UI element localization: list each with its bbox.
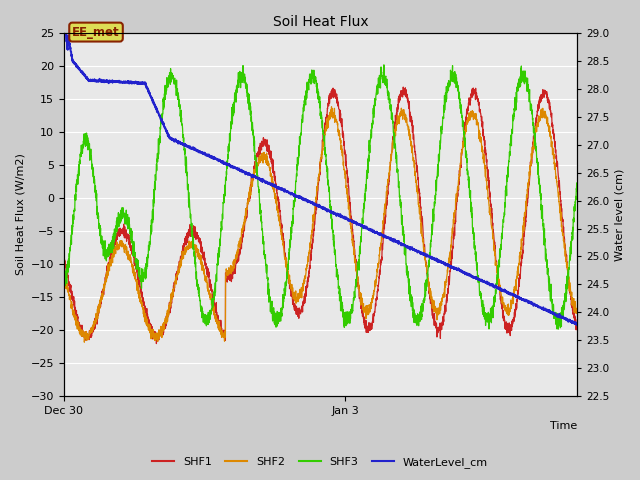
SHF2	[508, 298, 516, 303]
SHF2	[118, 241, 126, 247]
Line: SHF2: SHF2	[64, 107, 577, 342]
SHF1	[257, 141, 265, 147]
SHF1	[573, 323, 581, 328]
SHF2	[328, 104, 335, 109]
Line: SHF1: SHF1	[64, 87, 577, 344]
SHF3	[380, 62, 388, 68]
SHF3	[118, 216, 126, 221]
WaterLevel_cm	[257, 178, 265, 184]
WaterLevel_cm	[573, 322, 580, 328]
SHF1	[399, 84, 407, 90]
SHF1	[152, 341, 160, 347]
Line: WaterLevel_cm: WaterLevel_cm	[64, 30, 577, 325]
Y-axis label: Soil Heat Flux (W/m2): Soil Heat Flux (W/m2)	[15, 154, 25, 276]
WaterLevel_cm	[563, 317, 571, 323]
SHF3	[564, 278, 572, 284]
WaterLevel_cm	[279, 187, 287, 193]
SHF1	[60, 259, 68, 264]
WaterLevel_cm	[118, 80, 126, 85]
Legend: SHF1, SHF2, SHF3, WaterLevel_cm: SHF1, SHF2, SHF3, WaterLevel_cm	[147, 452, 493, 472]
SHF3	[554, 326, 562, 332]
SHF2	[573, 311, 581, 316]
SHF1	[508, 318, 516, 324]
WaterLevel_cm	[60, 38, 68, 44]
SHF2	[81, 339, 88, 345]
X-axis label: Time: Time	[550, 421, 577, 432]
SHF3	[508, 126, 516, 132]
SHF3	[573, 184, 581, 190]
SHF3	[279, 292, 287, 298]
SHF2	[564, 266, 572, 272]
WaterLevel_cm	[508, 291, 516, 297]
SHF1	[564, 266, 572, 272]
SHF2	[279, 242, 287, 248]
WaterLevel_cm	[61, 27, 69, 33]
Y-axis label: Water level (cm): Water level (cm)	[615, 168, 625, 261]
Line: SHF3: SHF3	[64, 65, 577, 329]
Text: EE_met: EE_met	[72, 25, 120, 38]
SHF1	[279, 231, 287, 237]
Title: Soil Heat Flux: Soil Heat Flux	[273, 15, 368, 29]
SHF3	[60, 287, 68, 293]
SHF2	[257, 156, 265, 162]
SHF1	[149, 331, 157, 336]
SHF1	[118, 228, 126, 234]
SHF3	[257, 210, 264, 216]
WaterLevel_cm	[149, 98, 157, 104]
SHF2	[60, 268, 68, 274]
SHF2	[149, 327, 157, 333]
WaterLevel_cm	[573, 321, 581, 327]
SHF3	[149, 207, 157, 213]
